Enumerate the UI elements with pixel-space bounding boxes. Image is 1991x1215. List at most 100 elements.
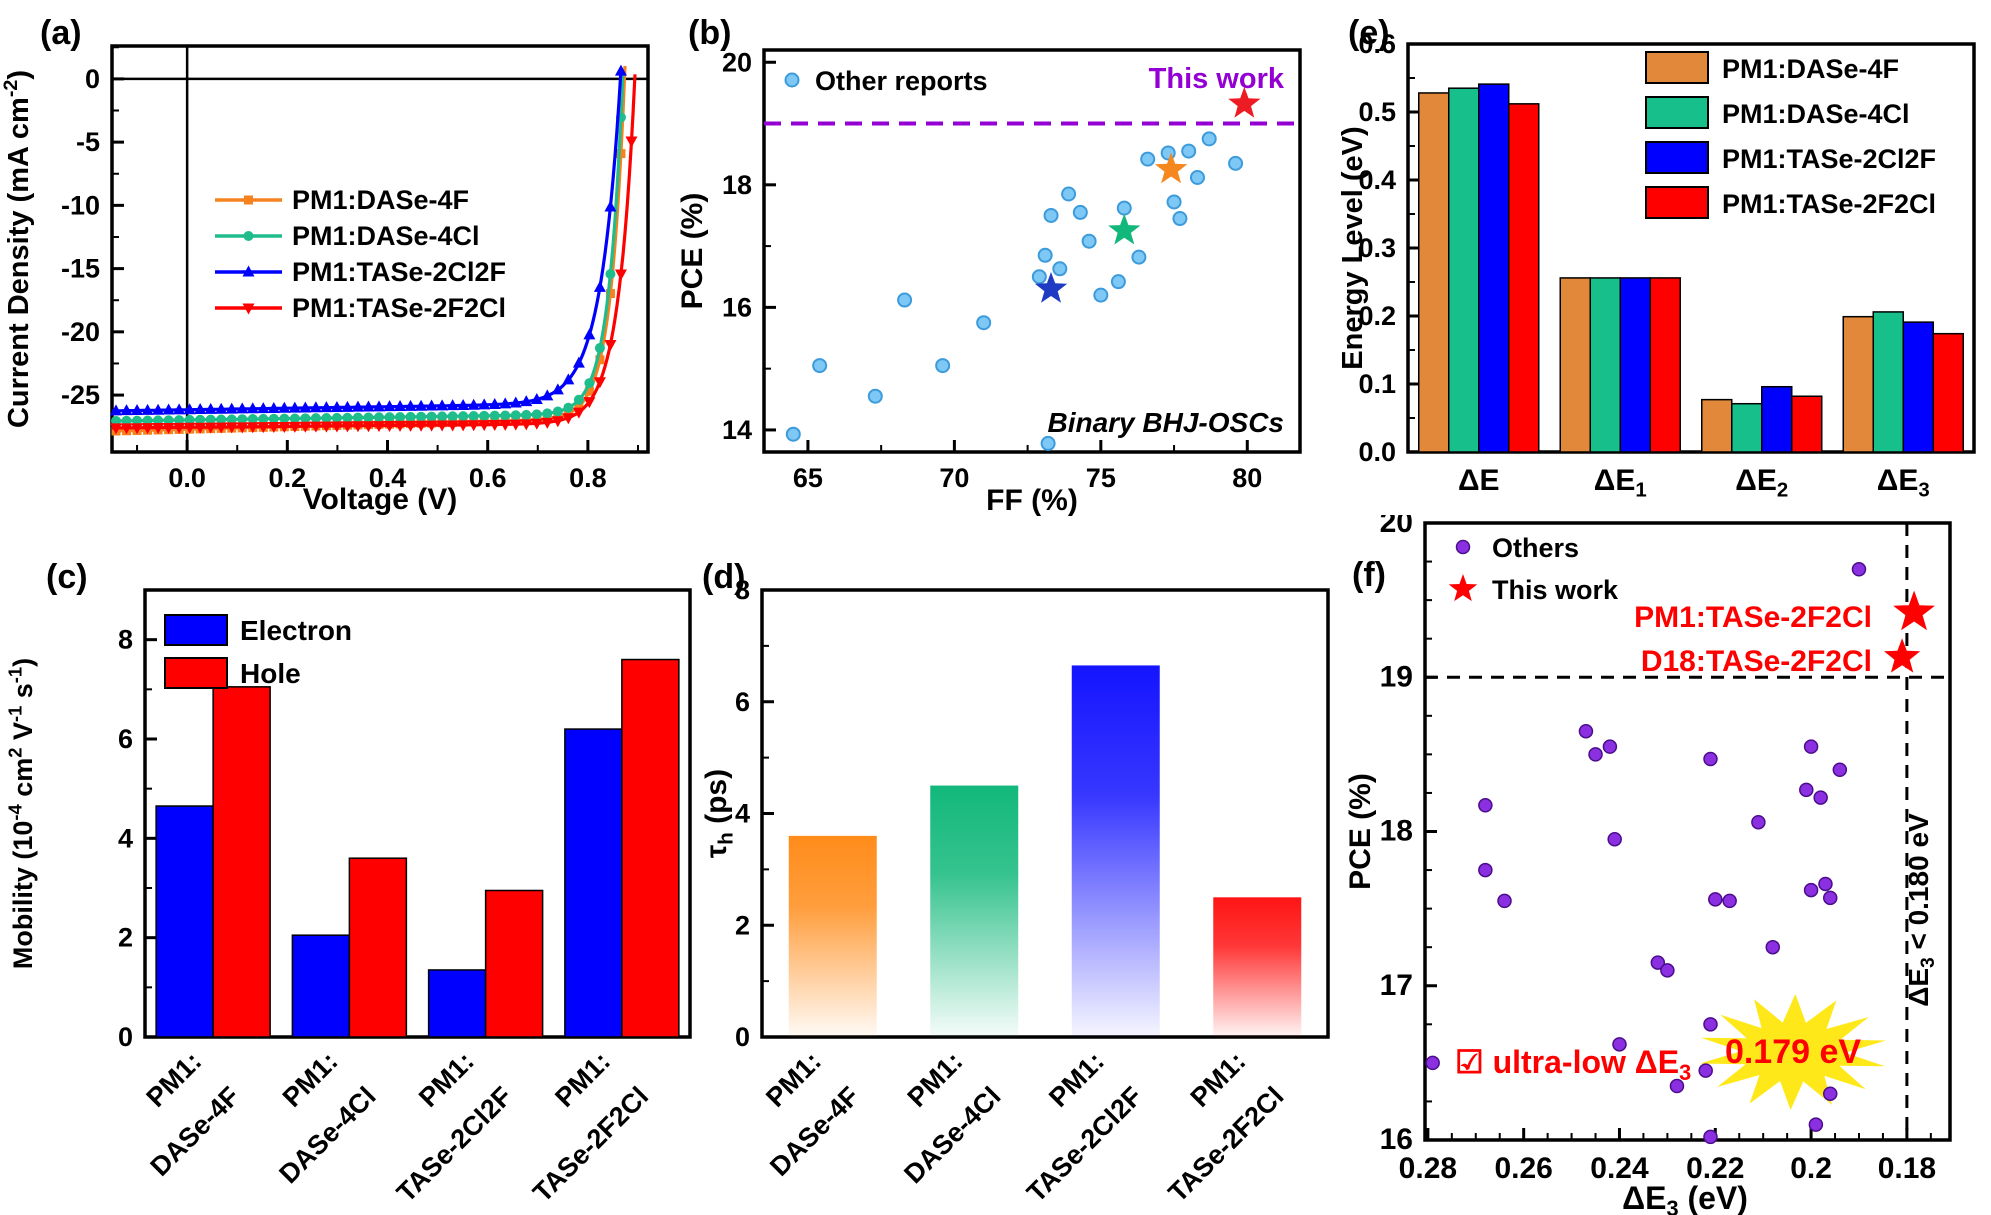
category-label: PM1: [141, 1046, 208, 1113]
bar-PM1:TASe-2F2Cl-2 [1791, 395, 1823, 453]
marker-circle [258, 413, 269, 424]
category-label: TASe-2F2Cl [527, 1081, 654, 1208]
marker-triangle-down [625, 136, 638, 148]
other-report-point [1110, 274, 1126, 290]
other-report-point [935, 358, 951, 374]
other-report-point [1181, 143, 1197, 159]
marker-triangle-up [309, 401, 322, 413]
bar-PM1:DASe-4F-3 [1842, 315, 1874, 453]
bar-Electron-DASe-4F [155, 805, 214, 1038]
marker-triangle-up [299, 401, 312, 413]
other-report-point [1140, 151, 1156, 167]
marker-circle [384, 412, 395, 423]
marker-triangle-up [593, 280, 606, 292]
y-tick-label: 0.0 [1358, 437, 1396, 467]
marker-triangle-down [278, 421, 291, 433]
marker-circle [279, 413, 290, 424]
marker-triangle-up [215, 402, 228, 414]
bar-Hole-DASe-4Cl [348, 857, 408, 1038]
marker-triangle-up [351, 400, 364, 412]
panel-b-tag: (b) [688, 14, 732, 52]
marker-triangle-down [110, 423, 123, 435]
category-label: PM1: [1043, 1046, 1110, 1113]
marker-square [244, 195, 253, 205]
marker-triangle-up [467, 398, 480, 410]
x-axis-title: ΔE3 (eV) [1622, 1180, 1748, 1215]
marker-circle [447, 411, 458, 422]
marker-triangle-up [509, 396, 522, 408]
category-label: PM1: [1185, 1046, 1252, 1113]
marker-triangle-down [446, 420, 459, 432]
others-point [1799, 782, 1814, 798]
legend-label: PM1:TASe-2F2Cl [1722, 189, 1936, 219]
category-label: PM1: [277, 1046, 344, 1113]
y-tick-label: -5 [76, 127, 100, 157]
y-tick-label: 18 [1380, 815, 1413, 848]
marker-triangle-down [593, 377, 606, 389]
other-report-point [1189, 169, 1205, 185]
legend-label: PM1:TASe-2F2Cl [292, 293, 506, 323]
y-tick-label: 16 [722, 292, 752, 322]
marker-triangle-up [267, 401, 280, 413]
x-tick-label: 0.26 [1494, 1152, 1552, 1185]
category-label: PM1: [902, 1046, 969, 1113]
marker-triangle-down [499, 419, 512, 431]
marker-triangle-up [362, 400, 375, 412]
marker-triangle-up [572, 356, 585, 368]
marker-circle [163, 415, 174, 426]
legend-swatch [164, 614, 228, 646]
y-tick-label: 16 [1380, 1123, 1413, 1156]
legend-star [1448, 574, 1478, 602]
marker-square [605, 289, 615, 299]
marker-triangle-up [194, 403, 207, 415]
panel-f-chart: 0.28 0.26 0.24 0.22 0.2 0.18 16 17 18 19 20 ΔE3 (eV… [1344, 515, 1952, 1215]
x-tick-label: 0.4 [369, 463, 407, 493]
marker-triangle-down [246, 422, 259, 434]
marker-circle [373, 412, 384, 423]
marker-circle [531, 409, 542, 420]
others-point [1832, 762, 1848, 778]
marker-circle [300, 413, 311, 424]
marker-circle [243, 231, 254, 241]
bar-PM1:TASe-2Cl2F-1 [1619, 277, 1651, 453]
marker-triangle-up [236, 402, 249, 414]
marker-triangle-up [499, 397, 512, 409]
marker-square [584, 386, 594, 396]
marker-triangle-up [288, 401, 301, 413]
marker-circle [594, 343, 605, 354]
callout-d18: D18:TASe-2F2Cl [1641, 645, 1872, 678]
callout-pm1: PM1:TASe-2F2Cl [1634, 601, 1872, 634]
marker-circle [437, 411, 448, 422]
others-point [1497, 893, 1512, 909]
marker-circle [426, 411, 437, 422]
other-report-point [1093, 287, 1109, 303]
others-point [1803, 739, 1819, 754]
marker-triangle-up [436, 399, 449, 411]
de3-threshold-label: ΔE3 < 0.180 eV [1903, 813, 1939, 1007]
y-tick-label: 0.3 [1358, 233, 1396, 263]
y-axis-title: τh (ps) [700, 769, 738, 858]
marker-triangle-down [394, 420, 407, 432]
marker-triangle-down [299, 421, 312, 433]
marker-circle [268, 413, 279, 424]
this-work-star-pm1 [1893, 590, 1935, 631]
marker-triangle-up [372, 400, 385, 412]
y-tick-label: -20 [61, 317, 100, 347]
y-tick-label: 20 [722, 47, 752, 77]
others-point [1650, 955, 1666, 970]
marker-triangle-up [110, 404, 123, 416]
marker-circle [489, 410, 500, 421]
marker-triangle-up [446, 399, 459, 411]
legend-label: Electron [240, 615, 352, 646]
marker-triangle-down [436, 420, 449, 432]
other-report-point [1201, 131, 1217, 147]
marker-triangle-up [152, 403, 165, 415]
marker-circle [205, 414, 216, 425]
legend-swatch [1645, 186, 1709, 219]
others-point [1703, 1129, 1718, 1145]
bar-PM1:TASe-2Cl2F-2 [1761, 385, 1793, 453]
marker-triangle-up [341, 400, 354, 412]
other-report-point [812, 358, 828, 374]
y-tick-label: 0 [85, 64, 100, 94]
legend-swatch [164, 657, 228, 689]
